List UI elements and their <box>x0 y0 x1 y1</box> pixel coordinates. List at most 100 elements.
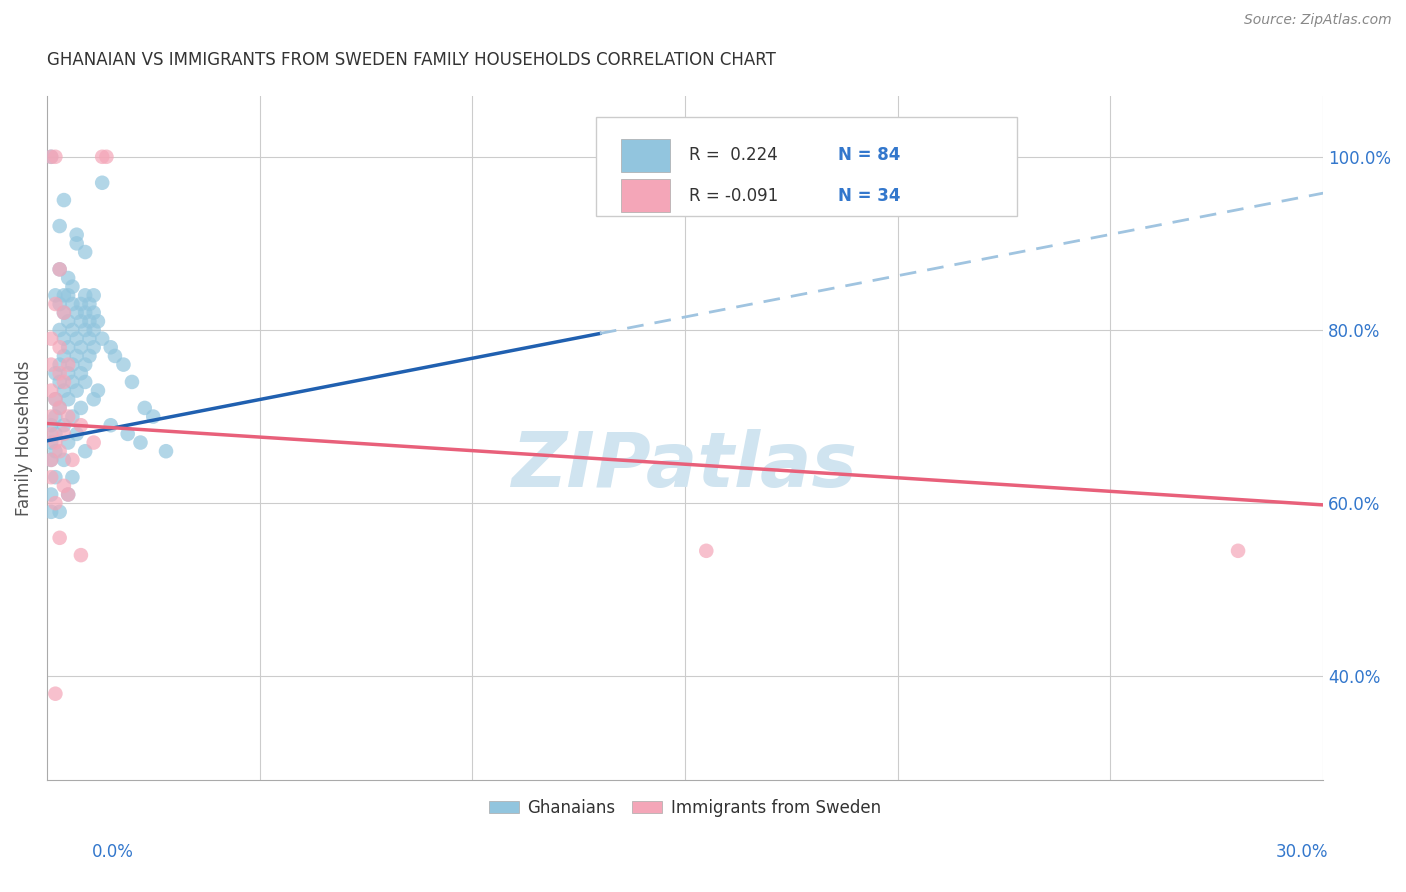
Point <box>39 426 62 441</box>
Point <box>91 150 114 164</box>
Point <box>48 375 70 389</box>
Point <box>56 487 79 501</box>
Point <box>75 375 97 389</box>
Point <box>83 435 105 450</box>
Point <box>52 332 75 346</box>
Text: N = 84: N = 84 <box>838 146 900 164</box>
Point <box>39 358 62 372</box>
Point <box>75 288 97 302</box>
Point <box>83 392 105 407</box>
Point <box>39 418 62 433</box>
Point <box>44 150 66 164</box>
Point <box>52 288 75 302</box>
Point <box>48 401 70 415</box>
Point <box>70 340 93 354</box>
Point <box>52 193 75 207</box>
Point <box>121 375 143 389</box>
Text: Source: ZipAtlas.com: Source: ZipAtlas.com <box>1244 13 1392 28</box>
Point <box>75 306 97 320</box>
Point <box>44 687 66 701</box>
Point <box>39 505 62 519</box>
Point <box>48 219 70 233</box>
Point <box>70 297 93 311</box>
Point <box>75 245 97 260</box>
Point <box>44 392 66 407</box>
Point <box>695 543 717 558</box>
Point <box>56 271 79 285</box>
Point <box>87 384 110 398</box>
Point <box>62 409 84 424</box>
Y-axis label: Family Households: Family Households <box>15 360 32 516</box>
Point <box>83 288 105 302</box>
Point <box>56 314 79 328</box>
Point <box>70 401 93 415</box>
Point <box>39 150 62 164</box>
Point <box>39 487 62 501</box>
Point <box>56 435 79 450</box>
Point <box>48 297 70 311</box>
Text: ZIPatlas: ZIPatlas <box>512 428 858 502</box>
Point <box>44 435 66 450</box>
Point <box>44 297 66 311</box>
Point <box>62 297 84 311</box>
Point <box>56 366 79 380</box>
Point <box>52 306 75 320</box>
Point <box>79 297 101 311</box>
Point <box>39 470 62 484</box>
Point <box>83 306 105 320</box>
Point <box>39 384 62 398</box>
FancyBboxPatch shape <box>621 139 669 171</box>
Point <box>1227 543 1250 558</box>
Point <box>44 409 66 424</box>
Point <box>39 332 62 346</box>
Point <box>87 314 110 328</box>
Point <box>39 453 62 467</box>
FancyBboxPatch shape <box>596 117 1017 216</box>
Point <box>70 418 93 433</box>
Point <box>48 358 70 372</box>
Point <box>56 340 79 354</box>
Point <box>75 323 97 337</box>
Point <box>56 409 79 424</box>
Text: R =  0.224: R = 0.224 <box>689 146 778 164</box>
Point <box>75 444 97 458</box>
Point <box>56 358 79 372</box>
Point <box>104 349 127 363</box>
Point <box>39 453 62 467</box>
Point <box>44 496 66 510</box>
Point <box>134 401 156 415</box>
Point <box>66 384 89 398</box>
Point <box>62 453 84 467</box>
Text: 0.0%: 0.0% <box>91 843 134 861</box>
Point <box>155 444 177 458</box>
Point <box>44 288 66 302</box>
Point <box>52 375 75 389</box>
Point <box>48 531 70 545</box>
Text: R = -0.091: R = -0.091 <box>689 186 778 205</box>
Point <box>44 426 66 441</box>
Point <box>56 392 79 407</box>
Point <box>48 262 70 277</box>
Point <box>100 340 122 354</box>
Point <box>48 401 70 415</box>
Text: N = 34: N = 34 <box>838 186 901 205</box>
Point <box>62 375 84 389</box>
Point <box>96 150 118 164</box>
Point <box>70 548 93 562</box>
Point <box>48 505 70 519</box>
Point <box>56 487 79 501</box>
FancyBboxPatch shape <box>621 179 669 212</box>
Point <box>70 314 93 328</box>
Point <box>79 314 101 328</box>
Point <box>62 323 84 337</box>
Point <box>66 306 89 320</box>
Point <box>66 426 89 441</box>
Point <box>39 409 62 424</box>
Point <box>44 470 66 484</box>
Text: GHANAIAN VS IMMIGRANTS FROM SWEDEN FAMILY HOUSEHOLDS CORRELATION CHART: GHANAIAN VS IMMIGRANTS FROM SWEDEN FAMIL… <box>46 51 776 69</box>
Point <box>79 332 101 346</box>
Point <box>83 323 105 337</box>
Point <box>112 358 135 372</box>
Point <box>129 435 152 450</box>
Point <box>44 392 66 407</box>
